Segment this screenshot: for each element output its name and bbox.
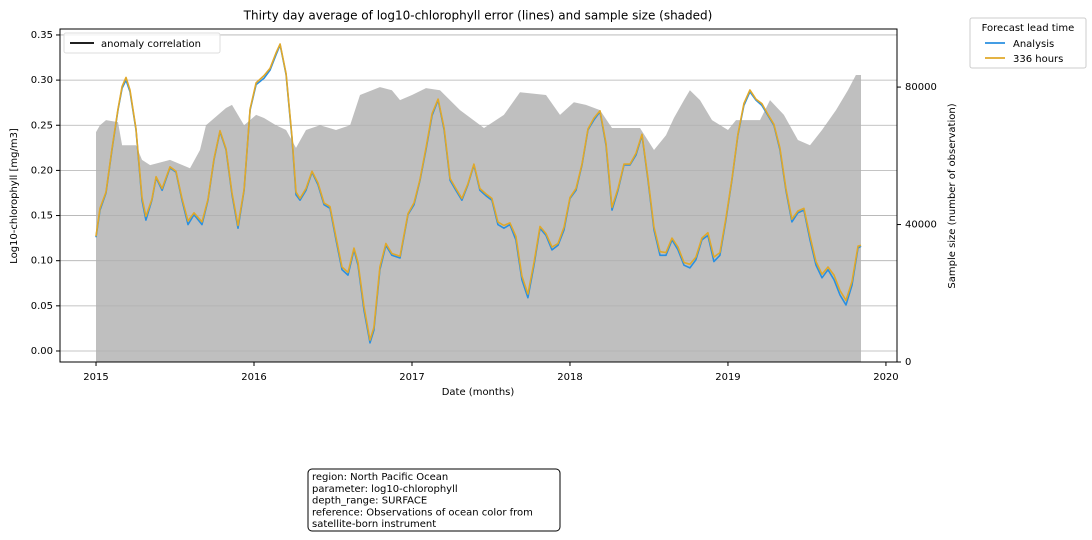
x-tick-label: 2018 — [557, 372, 582, 383]
y2-tick-label: 80000 — [905, 82, 937, 93]
chart-title: Thirty day average of log10-chlorophyll … — [243, 9, 713, 23]
x-tick-label: 2015 — [83, 372, 108, 383]
annotation-line: parameter: log10-chlorophyll — [312, 484, 458, 495]
y2-tick-label: 40000 — [905, 220, 937, 231]
plot-frame — [59, 28, 898, 363]
y-axis-label: Log10-chlorophyll [mg/m3] — [9, 128, 20, 264]
y-tick-label: 0.20 — [31, 165, 53, 176]
y-tick-label: 0.25 — [31, 120, 53, 131]
y-tick-label: 0.00 — [31, 346, 53, 357]
x-tick-label: 2017 — [399, 372, 424, 383]
annotation-line: depth_range: SURFACE — [312, 496, 427, 507]
x-tick-label: 2016 — [241, 372, 266, 383]
y-tick-label: 0.10 — [31, 256, 53, 267]
y-tick-label: 0.05 — [31, 301, 53, 312]
annotation-line: reference: Observations of ocean color f… — [312, 507, 533, 518]
x-tick-label: 2019 — [715, 372, 740, 383]
y-tick-label: 0.30 — [31, 75, 53, 86]
inner-legend-label: anomaly correlation — [101, 39, 201, 50]
series-line — [95, 43, 862, 341]
annotation-box — [307, 468, 561, 532]
y2-axis-label: Sample size (number of observation) — [947, 103, 958, 288]
legend-label: 336 hours — [1013, 54, 1063, 65]
x-axis-label: Date (months) — [442, 387, 515, 398]
sample-size-area — [96, 75, 861, 362]
y-tick-label: 0.15 — [31, 211, 53, 222]
legend-title: Forecast lead time — [982, 23, 1075, 34]
legend-box — [969, 17, 1087, 69]
y2-tick-label: 0 — [905, 357, 911, 368]
annotation-line: satellite-born instrument — [312, 519, 436, 530]
legend-label: Analysis — [1013, 39, 1054, 50]
x-tick-label: 2020 — [873, 372, 898, 383]
inner-legend-box — [63, 32, 221, 54]
annotation-line: region: North Pacific Ocean — [312, 472, 448, 483]
y-tick-label: 0.35 — [31, 30, 53, 41]
